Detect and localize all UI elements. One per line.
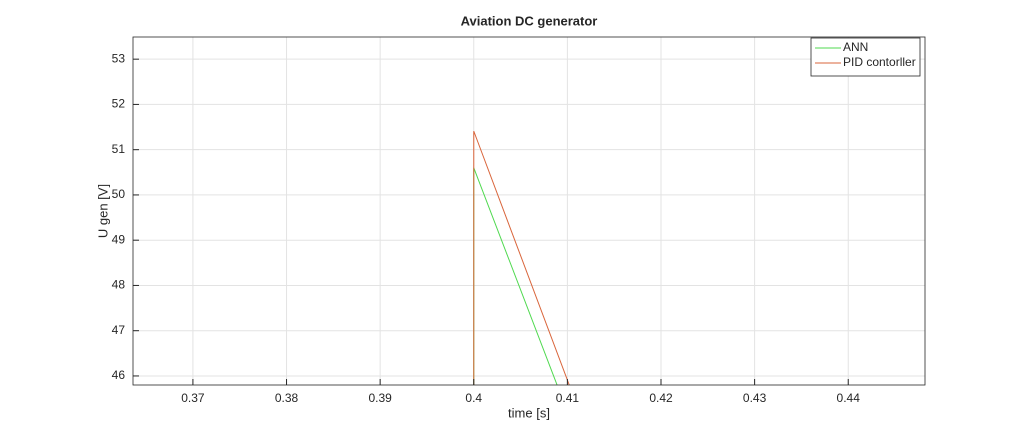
lines (473, 130, 570, 385)
y-tick-label: 50 (112, 187, 126, 201)
legend-box (810, 37, 921, 77)
x-tick-label: 0.43 (743, 391, 767, 405)
x-axis-label: time [s] (508, 405, 550, 420)
legend-label: PID contorller (843, 55, 916, 69)
y-tick-label: 47 (112, 323, 126, 337)
axes-box (132, 36, 926, 386)
grid (133, 37, 925, 385)
x-tick-label: 0.44 (837, 391, 861, 405)
y-tick-label: 51 (112, 142, 126, 156)
plot-area (133, 37, 925, 385)
x-tick-label: 0.41 (556, 391, 580, 405)
y-tick-label: 46 (112, 368, 126, 382)
y-tick-label: 49 (112, 232, 126, 246)
y-tick-label: 52 (112, 97, 126, 111)
x-tick-label: 0.4 (465, 391, 482, 405)
x-tick-label: 0.42 (649, 391, 673, 405)
y-tick-label: 48 (112, 278, 126, 292)
legend-label: ANN (843, 40, 868, 54)
series-line (473, 130, 570, 385)
x-tick-label: 0.37 (181, 391, 205, 405)
x-tick-label: 0.39 (368, 391, 392, 405)
x-tick-label: 0.38 (275, 391, 299, 405)
y-tick-label: 53 (112, 51, 126, 65)
chart-title: Aviation DC generator (461, 13, 598, 28)
y-axis-label: U gen [V] (95, 184, 110, 238)
ticks: 0.37 0.38 0.39 0.4 0.41 0.42 0.43 0.44 46 47 48 49 5… (112, 51, 861, 405)
